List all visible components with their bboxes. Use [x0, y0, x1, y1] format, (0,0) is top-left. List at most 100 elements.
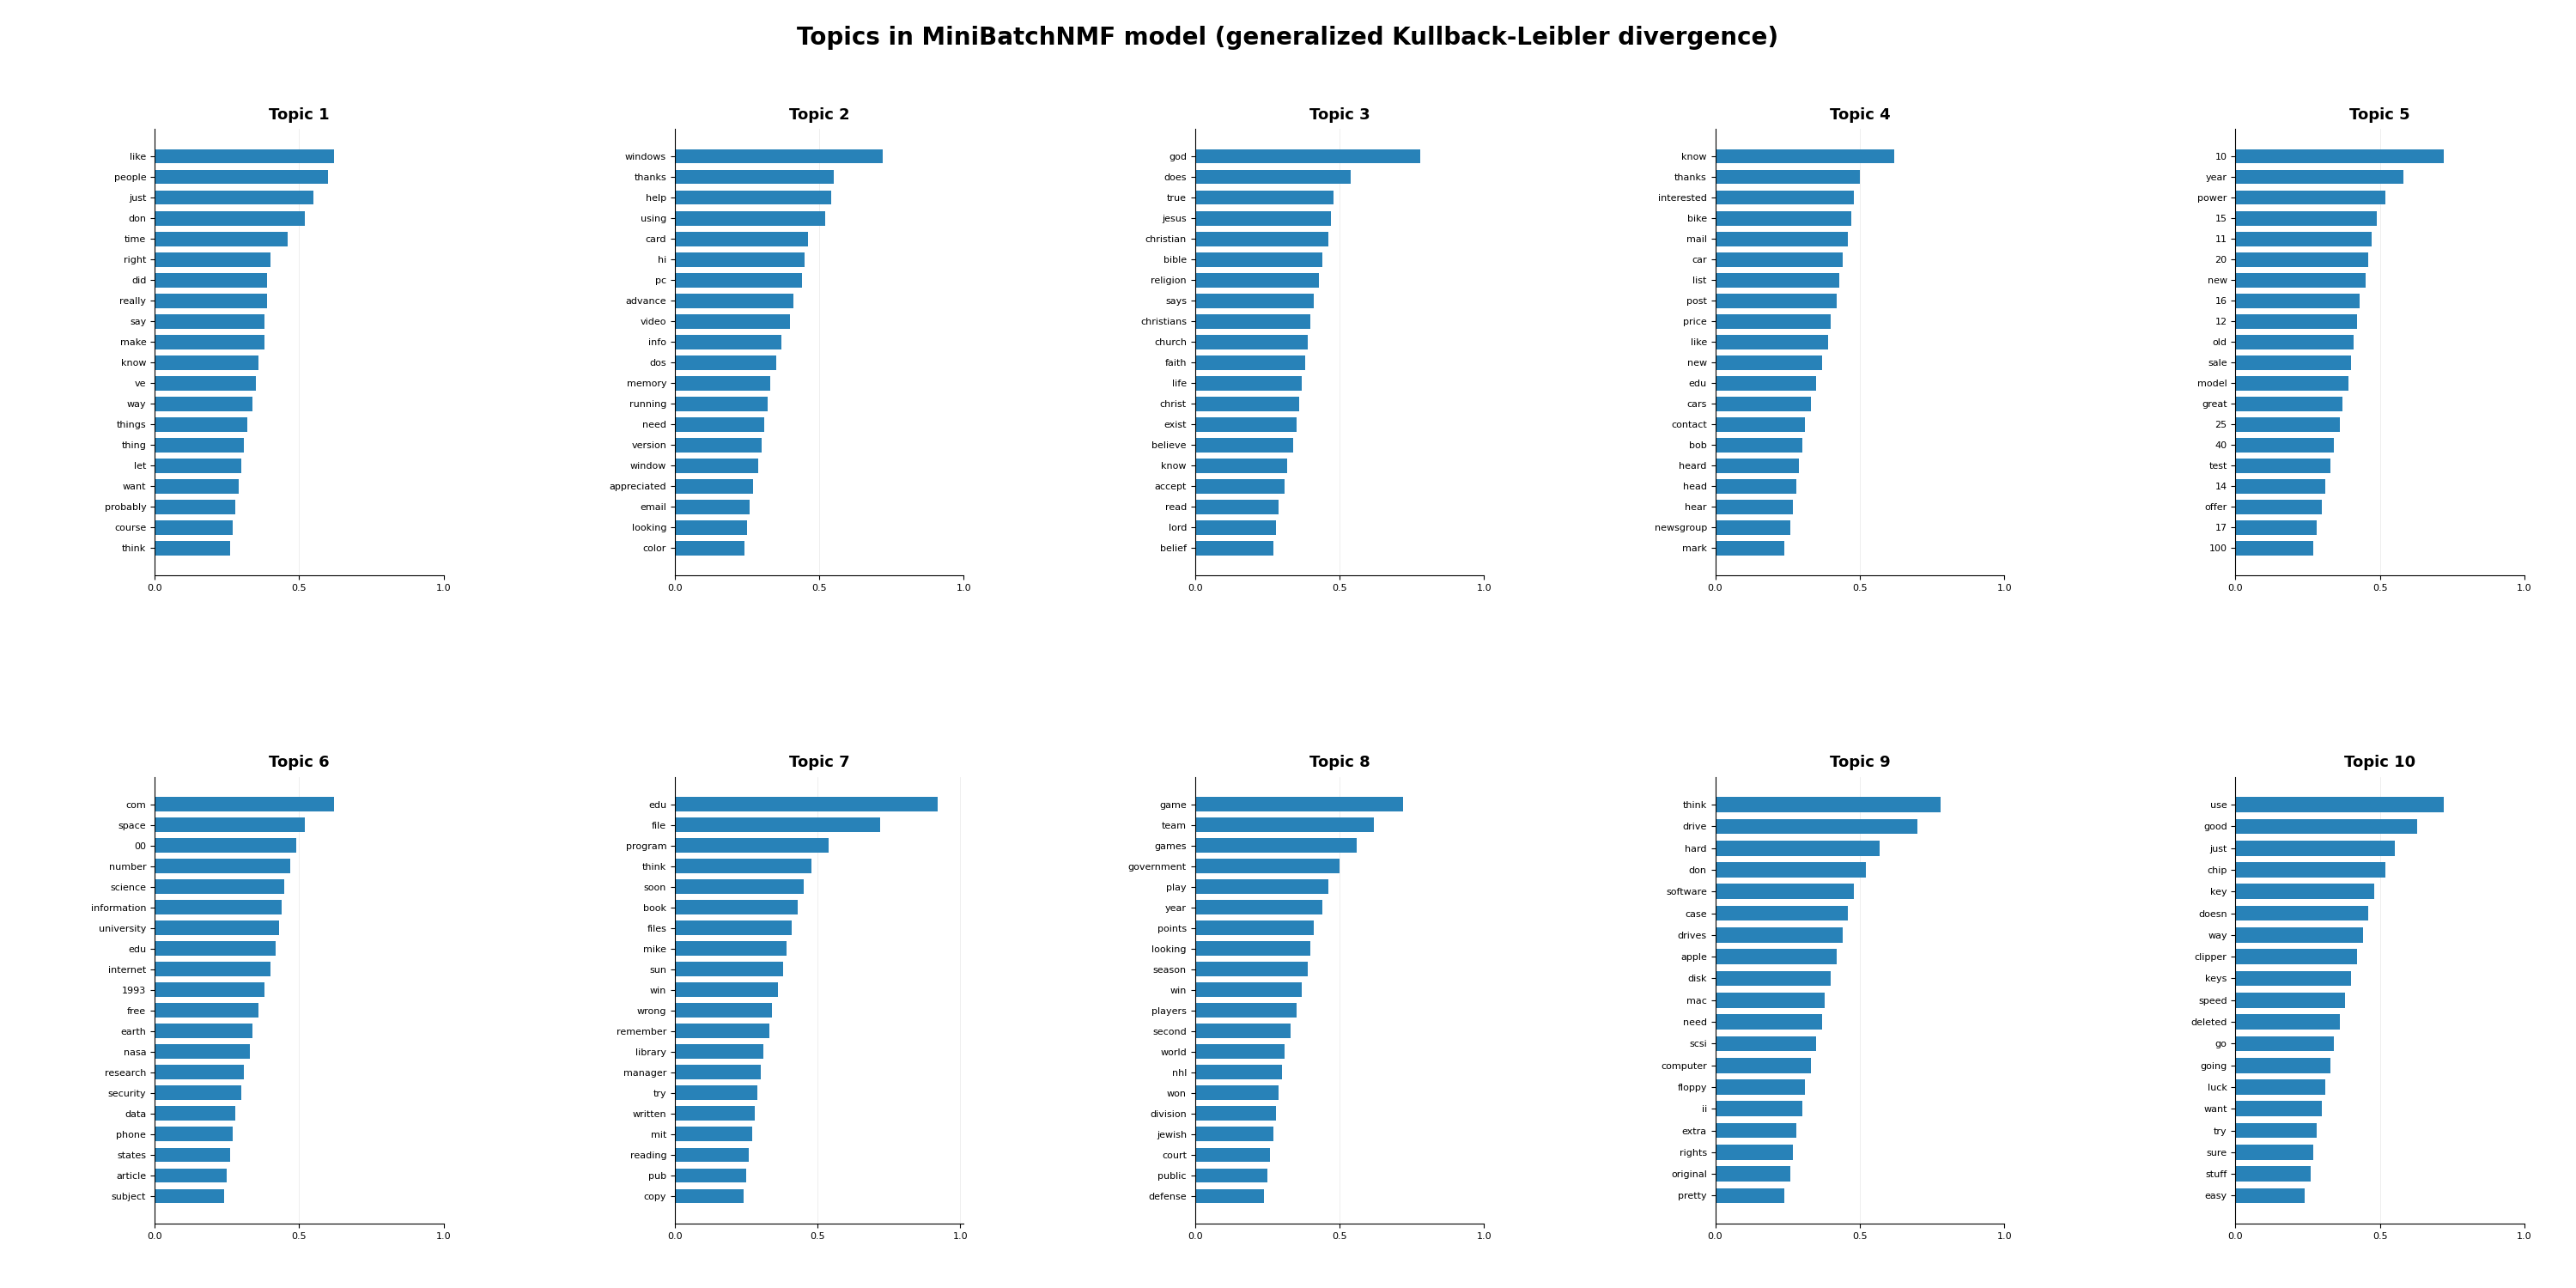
Bar [1195, 376, 1301, 390]
Bar [155, 818, 304, 832]
Bar [675, 1168, 747, 1182]
Bar [1716, 355, 1821, 370]
Bar [675, 438, 762, 452]
Bar [155, 797, 335, 811]
Bar [1716, 949, 1837, 965]
Bar [2236, 819, 2416, 835]
Bar [155, 149, 335, 164]
Bar [2236, 479, 2326, 493]
Bar [1195, 520, 1275, 535]
Bar [1195, 541, 1273, 555]
Title: Topic 6: Topic 6 [268, 755, 330, 770]
Bar [1716, 232, 1847, 246]
Bar [1195, 1106, 1275, 1121]
Bar [1195, 818, 1373, 832]
Bar [675, 376, 770, 390]
Bar [675, 1148, 750, 1162]
Bar [675, 880, 804, 894]
Bar [675, 1189, 744, 1203]
Bar [2236, 1167, 2311, 1181]
Bar [1716, 1101, 1803, 1117]
Bar [675, 211, 824, 225]
Bar [1716, 376, 1816, 390]
Bar [155, 500, 234, 514]
Bar [155, 376, 255, 390]
Bar [1195, 149, 1419, 164]
Bar [1195, 273, 1319, 287]
Bar [1716, 520, 1790, 535]
Bar [155, 211, 304, 225]
Bar [2236, 438, 2334, 452]
Bar [1195, 252, 1321, 267]
Bar [675, 314, 791, 328]
Bar [1195, 1003, 1296, 1018]
Bar [675, 355, 775, 370]
Bar [675, 397, 768, 411]
Bar [675, 1065, 760, 1079]
Bar [1195, 417, 1296, 431]
Bar [1716, 170, 1860, 184]
Bar [2236, 232, 2372, 246]
Title: Topic 4: Topic 4 [1829, 107, 1891, 122]
Bar [155, 942, 276, 956]
Bar [1716, 1057, 1811, 1073]
Bar [1716, 438, 1803, 452]
Bar [1716, 841, 1880, 855]
Bar [2236, 520, 2316, 535]
Bar [1195, 191, 1334, 205]
Bar [1716, 884, 1855, 899]
Bar [155, 1024, 252, 1038]
Bar [1195, 500, 1278, 514]
Bar [675, 921, 791, 935]
Bar [1716, 1167, 1790, 1181]
Bar [1195, 942, 1311, 956]
Bar [2236, 1057, 2331, 1073]
Bar [1716, 1123, 1795, 1139]
Bar [675, 149, 884, 164]
Bar [155, 983, 265, 997]
Bar [1716, 819, 1917, 835]
Bar [155, 520, 232, 535]
Bar [2236, 884, 2375, 899]
Bar [2236, 1123, 2316, 1139]
Bar [1716, 459, 1798, 473]
Bar [1195, 859, 1340, 873]
Bar [675, 1045, 762, 1059]
Bar [675, 1024, 770, 1038]
Bar [675, 541, 744, 555]
Bar [675, 252, 804, 267]
Bar [1195, 459, 1288, 473]
Bar [2236, 949, 2357, 965]
Bar [155, 294, 268, 308]
Title: Topic 5: Topic 5 [2349, 107, 2411, 122]
Bar [1716, 479, 1795, 493]
Bar [1716, 971, 1832, 987]
Bar [1195, 438, 1293, 452]
Bar [1195, 294, 1314, 308]
Bar [675, 191, 832, 205]
Bar [155, 191, 314, 205]
Bar [1195, 1189, 1265, 1203]
Bar [2236, 417, 2339, 431]
Bar [155, 1065, 245, 1079]
Bar [2236, 335, 2354, 349]
Bar [1716, 335, 1829, 349]
Bar [675, 417, 765, 431]
Bar [1195, 1045, 1285, 1059]
Bar [1716, 862, 1865, 877]
Bar [155, 1148, 229, 1162]
Bar [2236, 1079, 2326, 1095]
Bar [155, 859, 291, 873]
Bar [1716, 211, 1852, 225]
Bar [1195, 900, 1321, 914]
Bar [675, 1003, 773, 1018]
Bar [1716, 1036, 1816, 1051]
Bar [155, 314, 265, 328]
Bar [2236, 191, 2385, 205]
Bar [155, 1045, 250, 1059]
Bar [155, 355, 258, 370]
Bar [2236, 294, 2360, 308]
Bar [675, 859, 811, 873]
Bar [2236, 841, 2396, 855]
Bar [2236, 273, 2365, 287]
